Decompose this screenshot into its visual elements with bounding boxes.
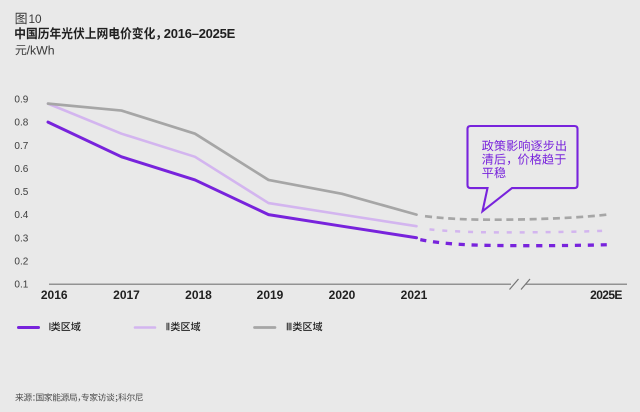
svg-text:0.1: 0.1 xyxy=(14,280,28,291)
svg-text:0.7: 0.7 xyxy=(14,141,28,152)
svg-text:0.6: 0.6 xyxy=(14,164,28,175)
svg-text:2018: 2018 xyxy=(185,288,212,302)
svg-text:0.8: 0.8 xyxy=(14,118,28,129)
svg-text:0.4: 0.4 xyxy=(14,210,28,221)
svg-text:0.5: 0.5 xyxy=(14,187,28,198)
svg-text:2017: 2017 xyxy=(113,288,140,302)
svg-text:2025E: 2025E xyxy=(590,288,622,302)
svg-text:2021: 2021 xyxy=(401,288,428,302)
svg-text:2016–2025E: 2016–2025E xyxy=(164,26,236,41)
svg-text:/kWh: /kWh xyxy=(27,43,55,57)
svg-text:0.3: 0.3 xyxy=(14,233,28,244)
svg-text:2020: 2020 xyxy=(329,288,356,302)
svg-text:0.2: 0.2 xyxy=(14,257,28,268)
svg-text:10: 10 xyxy=(29,12,43,26)
svg-text:2016: 2016 xyxy=(41,288,68,302)
svg-text:0.9: 0.9 xyxy=(14,95,28,106)
svg-text:2019: 2019 xyxy=(257,288,284,302)
